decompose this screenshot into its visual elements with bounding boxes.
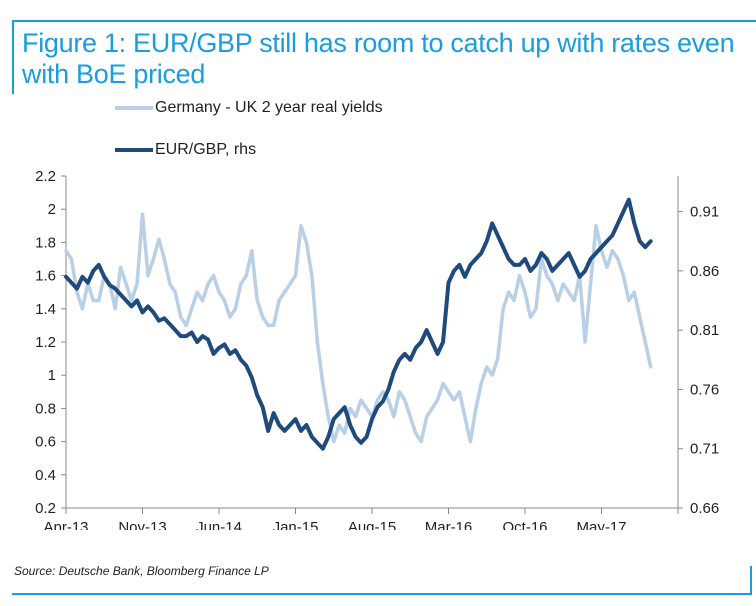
series-line-eurgbp	[64, 197, 653, 451]
frame-top-border	[12, 20, 756, 22]
x-tick-label: Nov-13	[118, 519, 166, 530]
frame-bottom-border	[12, 593, 752, 595]
legend-item-real-yields: Germany - UK 2 year real yields	[115, 98, 383, 118]
legend-swatch-eurgbp	[115, 148, 153, 152]
y-tick-label-left: 0.4	[35, 467, 56, 484]
y-tick-label-left: 2.2	[35, 168, 56, 185]
y-tick-label-left: 0.8	[35, 400, 56, 417]
line-chart: 2.2 2 1.8 1.6 1.4 1.2 1 0.8 0.6 0.4 0.2 0.91 0.86 0.8…	[35, 168, 719, 530]
y-tick-label-left: 1.2	[35, 334, 56, 351]
x-tick-label: Jan-15	[273, 519, 319, 530]
frame-left-border	[12, 20, 14, 94]
chart-axes: 2.2 2 1.8 1.6 1.4 1.2 1 0.8 0.6 0.4 0.2 0.91 0.86 0.8…	[35, 168, 719, 530]
y-tick-label-left: 0.2	[35, 500, 56, 517]
legend-item-eurgbp: EUR/GBP, rhs	[115, 140, 383, 160]
y-tick-label-left: 1.8	[35, 234, 56, 251]
y-tick-label-right: 0.86	[690, 263, 719, 280]
legend-label-real-yields: Germany - UK 2 year real yields	[155, 99, 383, 116]
y-tick-label-left: 1.6	[35, 268, 56, 285]
x-tick-label: May-17	[576, 519, 626, 530]
y-tick-label-right: 0.71	[690, 441, 719, 458]
chart-lines	[64, 197, 653, 451]
y-tick-label-right: 0.91	[690, 204, 719, 221]
source-note: Source: Deutsche Bank, Bloomberg Finance…	[14, 564, 269, 578]
y-tick-label-left: 0.6	[35, 434, 56, 451]
x-tick-label: Oct-16	[502, 519, 547, 530]
legend-label-eurgbp: EUR/GBP, rhs	[155, 141, 257, 158]
y-tick-label-left: 2	[48, 201, 56, 218]
y-tick-label-right: 0.81	[690, 322, 719, 339]
x-tick-label: Mar-16	[425, 519, 473, 530]
y-tick-label-right: 0.66	[690, 500, 719, 517]
x-tick-label: Aug-15	[348, 519, 396, 530]
legend-swatch-real-yields	[115, 106, 153, 110]
frame-right-border	[750, 566, 752, 595]
chart-legend: Germany - UK 2 year real yields EUR/GBP,…	[115, 98, 383, 182]
x-tick-label: Jun-14	[196, 519, 242, 530]
figure-title: Figure 1: EUR/GBP still has room to catc…	[22, 28, 735, 89]
y-tick-label-left: 1.4	[35, 301, 56, 318]
y-tick-label-right: 0.76	[690, 381, 719, 398]
series-line-real-yields	[64, 212, 653, 444]
y-tick-label-left: 1	[48, 367, 56, 384]
x-tick-label: Apr-13	[43, 519, 88, 530]
